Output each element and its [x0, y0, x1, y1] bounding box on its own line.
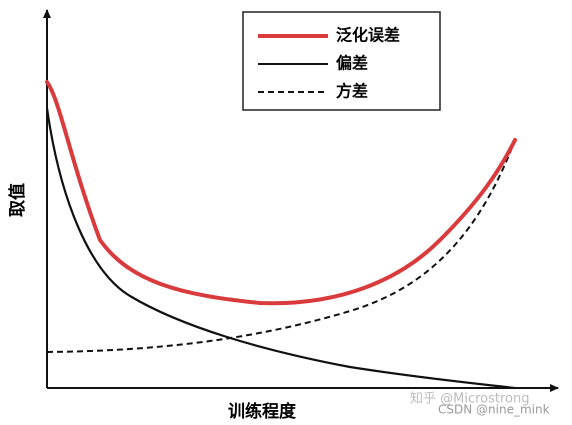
y-axis-label: 取值	[7, 183, 28, 217]
watermark: CSDN @nine_mink	[438, 403, 550, 417]
generalization-error-curve	[45, 80, 517, 306]
legend-label: 方差	[336, 82, 368, 101]
bias-curve	[45, 107, 516, 390]
legend-box	[242, 11, 441, 111]
legend-label: 泛化误差	[336, 26, 400, 45]
variance-curve	[46, 139, 516, 353]
x-axis-label: 训练程度	[228, 401, 297, 422]
watermark: 知乎 @Microstrong	[410, 391, 530, 407]
legend-label: 偏差	[336, 54, 368, 73]
